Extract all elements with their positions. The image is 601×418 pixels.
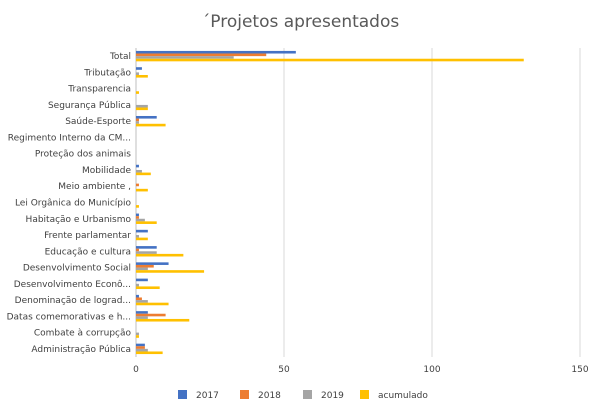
bar [136, 107, 148, 111]
bar [136, 213, 139, 217]
bar [136, 50, 296, 54]
legend-swatch [178, 390, 187, 399]
bar [136, 253, 184, 257]
category-label: Transparencia [67, 85, 131, 95]
category-label: Total [109, 52, 131, 62]
bar [136, 188, 148, 192]
bar [136, 169, 142, 173]
bar [136, 164, 139, 168]
bar [136, 216, 139, 219]
bar [136, 318, 190, 322]
bar [136, 267, 148, 271]
chart-title: ´Projetos apresentados [201, 12, 400, 32]
legend-swatch [240, 390, 249, 399]
bar [136, 348, 148, 352]
category-label: Saúde-Esporte [65, 117, 131, 127]
bar [136, 67, 142, 70]
bar [136, 118, 139, 122]
bar [136, 294, 139, 298]
bar [136, 316, 148, 319]
bar [136, 123, 166, 127]
x-tick-label: 50 [278, 365, 290, 375]
x-tick-label: 150 [571, 365, 588, 375]
category-label: Combate à corrupção [34, 329, 132, 339]
category-label: Lei Orgânica do Município [15, 199, 132, 209]
category-label: Mobilidade [82, 166, 131, 176]
category-label: Proteção dos animais [35, 150, 131, 160]
bar [136, 351, 163, 355]
bar [136, 313, 166, 317]
bar [136, 72, 139, 75]
bar [136, 262, 169, 265]
bar [136, 172, 151, 176]
bar [136, 335, 139, 338]
category-label: Frente parlamentar [44, 231, 131, 241]
bar [136, 332, 139, 336]
bar [136, 58, 524, 62]
bar [136, 235, 139, 238]
bar [136, 229, 148, 233]
bar [136, 183, 139, 187]
category-label: Meio ambiente , [58, 182, 131, 192]
bar [136, 248, 139, 252]
bar [136, 286, 160, 290]
bar [136, 56, 234, 59]
category-label: Datas comemorativas e h... [7, 312, 131, 322]
bar [136, 246, 157, 249]
category-label: Educação e cultura [45, 247, 131, 257]
bar [136, 74, 148, 78]
bar [136, 251, 157, 254]
bar [136, 121, 139, 124]
legend-swatch [360, 390, 369, 399]
category-label: Desenvolvimento Social [23, 264, 131, 274]
category-label: Denominação de lograd... [15, 296, 131, 306]
legend-label: 2019 [321, 391, 344, 401]
bar [136, 297, 142, 301]
bar [136, 115, 157, 119]
category-label: Regimento Interno da CM... [8, 133, 131, 143]
category-label: Segurança Pública [48, 101, 131, 111]
bar [136, 270, 205, 273]
legend-swatch [303, 390, 312, 399]
bar [136, 104, 148, 108]
bar [136, 302, 169, 306]
legend-label: 2018 [258, 391, 281, 401]
x-tick-label: 100 [423, 365, 440, 375]
bar [136, 311, 148, 314]
bar [136, 300, 148, 303]
legend-label: acumulado [378, 391, 428, 401]
category-label: Administração Pública [31, 345, 131, 355]
bar [136, 283, 139, 287]
bar [136, 221, 157, 224]
bar [136, 91, 139, 94]
bar [136, 278, 148, 282]
category-label: Desenvolvimento Econô... [14, 279, 131, 290]
legend-label: 2017 [196, 391, 219, 401]
bar [136, 346, 145, 349]
bar [136, 205, 139, 208]
bar [136, 343, 145, 347]
x-tick-label: 0 [133, 365, 139, 375]
bar [136, 237, 148, 241]
bar [136, 218, 145, 222]
bar [136, 53, 267, 57]
category-label: Tributação [83, 68, 131, 78]
bar [136, 264, 154, 268]
category-label: Habitação e Urbanismo [26, 215, 132, 225]
